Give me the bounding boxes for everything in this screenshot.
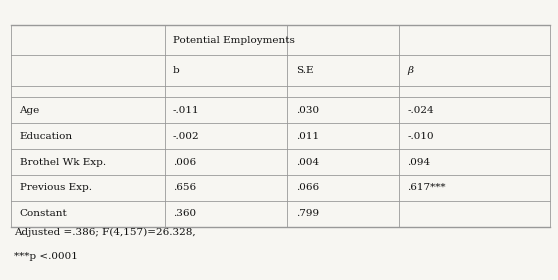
Text: .799: .799 bbox=[296, 209, 319, 218]
Text: -.002: -.002 bbox=[173, 132, 200, 141]
Text: .617***: .617*** bbox=[407, 183, 446, 192]
Text: .011: .011 bbox=[296, 132, 319, 141]
Text: -.011: -.011 bbox=[173, 106, 200, 115]
Text: S.E: S.E bbox=[296, 66, 313, 75]
Text: Potential Employments: Potential Employments bbox=[173, 36, 295, 45]
Text: Brothel Wk Exp.: Brothel Wk Exp. bbox=[20, 158, 105, 167]
Text: .656: .656 bbox=[173, 183, 196, 192]
Text: .360: .360 bbox=[173, 209, 196, 218]
Text: β: β bbox=[407, 66, 413, 75]
Text: -.024: -.024 bbox=[407, 106, 434, 115]
Text: .094: .094 bbox=[407, 158, 430, 167]
Text: Constant: Constant bbox=[20, 209, 68, 218]
Text: Previous Exp.: Previous Exp. bbox=[20, 183, 92, 192]
Text: Education: Education bbox=[20, 132, 73, 141]
Text: .030: .030 bbox=[296, 106, 319, 115]
Text: ***p <.0001: ***p <.0001 bbox=[14, 252, 78, 261]
Text: Age: Age bbox=[20, 106, 40, 115]
Text: .066: .066 bbox=[296, 183, 319, 192]
Text: Adjusted =.386; F(4,157)=26.328,: Adjusted =.386; F(4,157)=26.328, bbox=[14, 228, 195, 237]
Text: b: b bbox=[173, 66, 180, 75]
Text: -.010: -.010 bbox=[407, 132, 434, 141]
Text: .004: .004 bbox=[296, 158, 319, 167]
Text: .006: .006 bbox=[173, 158, 196, 167]
